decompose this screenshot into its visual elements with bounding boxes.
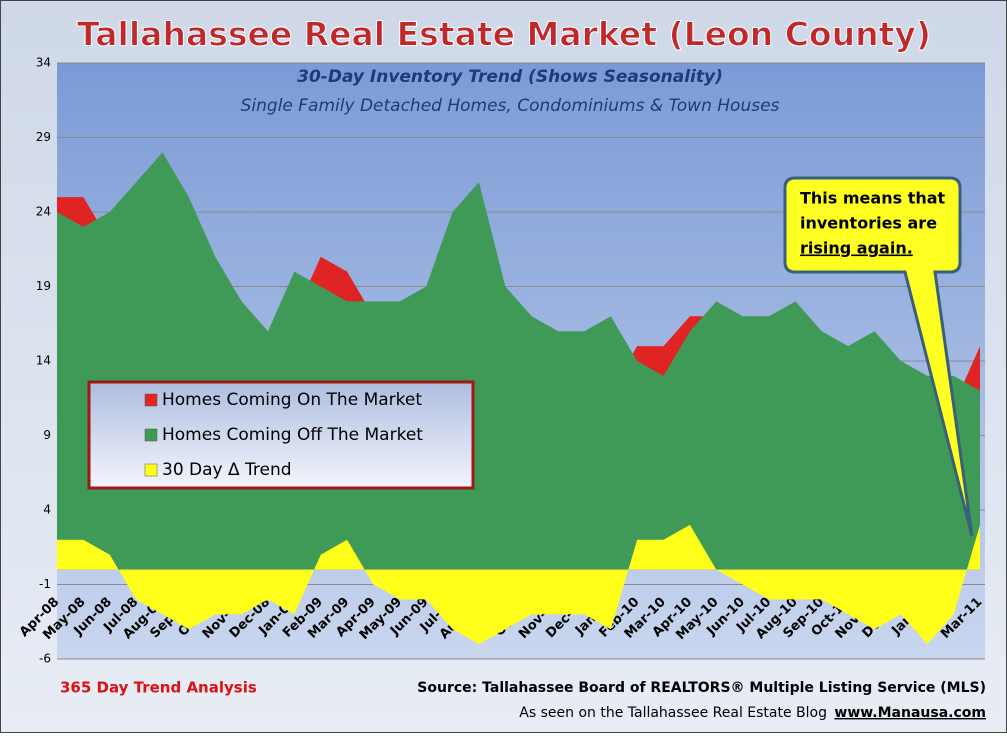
chart-title: Tallahassee Real Estate Market (Leon Cou… (77, 15, 931, 54)
y-tick-label: 19 (36, 279, 51, 293)
y-tick-label: -6 (39, 652, 51, 666)
y-tick-label: 14 (36, 354, 51, 368)
y-tick-label: 24 (36, 205, 51, 219)
area (57, 524, 980, 645)
callout: This means that inventories are rising a… (783, 176, 974, 537)
legend-label: Homes Coming Off The Market (162, 425, 423, 445)
callout-box (783, 176, 974, 537)
callout-text: inventories are (800, 214, 937, 233)
chart-subtitle: Single Family Detached Homes, Condominiu… (241, 96, 780, 116)
legend-label: 30 Day Δ Trend (162, 460, 292, 480)
y-tick-label: 34 (36, 56, 51, 70)
legend-label: Homes Coming On The Market (162, 390, 422, 410)
y-tick-label: 9 (43, 428, 51, 442)
chart-subtitle: 30-Day Inventory Trend (Shows Seasonalit… (297, 67, 723, 87)
website: www.Manausa.com (834, 705, 986, 721)
y-tick-label: 29 (36, 130, 51, 144)
legend: Homes Coming On The Market Homes Coming O… (87, 380, 475, 490)
footer-label: 365 Day Trend Analysis (60, 679, 257, 697)
seen-on: As seen on the Tallahassee Real Estate B… (519, 705, 827, 721)
source: Source: Tallahassee Board of REALTORS® M… (417, 680, 986, 696)
callout-text: rising again. (800, 239, 913, 258)
y-tick-label: 4 (43, 503, 51, 517)
legend-swatch (144, 428, 158, 442)
legend-swatch (144, 393, 158, 407)
y-tick-label: -1 (39, 577, 51, 591)
legend-swatch (144, 463, 158, 477)
callout-text: This means that (800, 189, 946, 208)
